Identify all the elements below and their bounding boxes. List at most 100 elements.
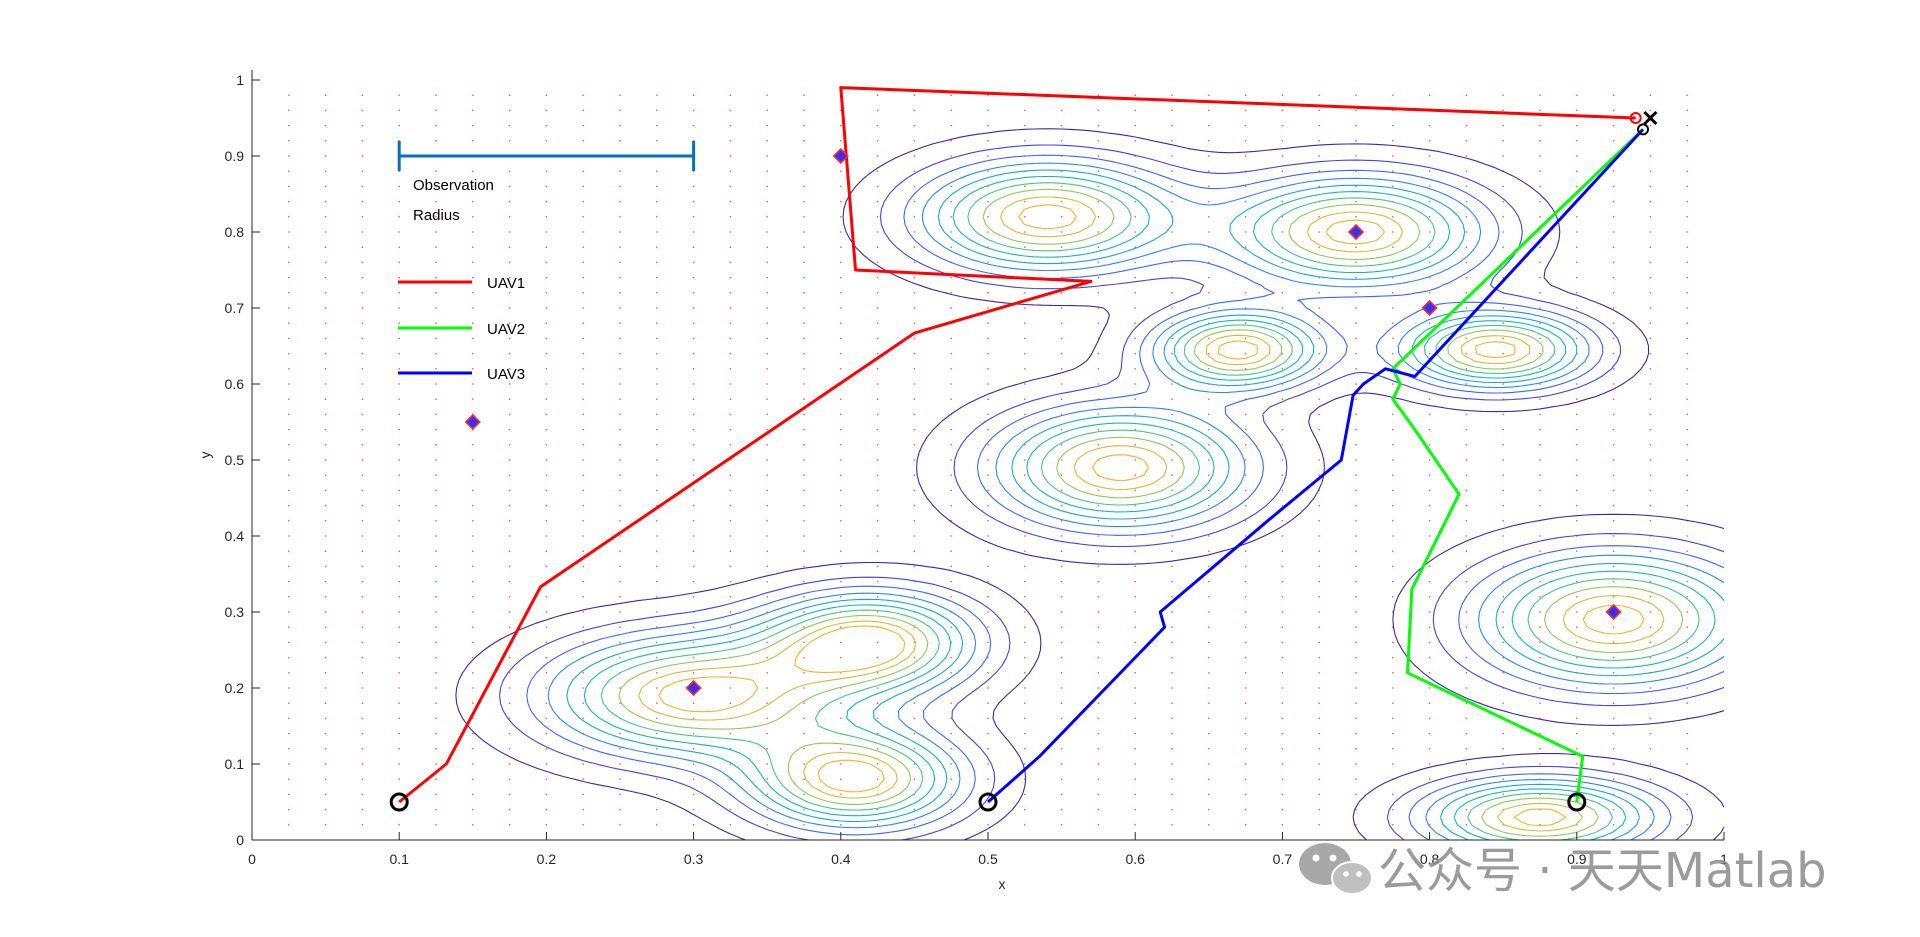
grid-dot (1428, 352, 1431, 355)
grid-dot (545, 687, 548, 689)
grid-dot (508, 109, 511, 112)
grid-dot (1539, 185, 1541, 188)
y-tick-label: 0.5 (225, 452, 245, 468)
grid-dot (1465, 200, 1468, 203)
grid-dot (1171, 656, 1173, 659)
grid-dot (1612, 717, 1615, 720)
grid-dot (1649, 383, 1652, 385)
grid-dots (287, 94, 1689, 826)
grid-dot (508, 504, 511, 507)
grid-dot (655, 519, 658, 522)
grid-dot (839, 489, 842, 492)
grid-dot (950, 307, 953, 309)
grid-dot (1207, 535, 1210, 537)
grid-dot (1539, 459, 1541, 461)
grid-dot (471, 398, 474, 401)
grid-dot (1355, 626, 1357, 629)
grid-dot (324, 580, 327, 583)
grid-dot (1612, 109, 1615, 112)
grid-dot (471, 291, 474, 294)
grid-dot (1502, 474, 1505, 477)
grid-dot (1539, 489, 1541, 492)
grid-dot (582, 717, 585, 720)
grid-dot (1023, 732, 1026, 735)
grid-dot (508, 94, 511, 97)
grid-dot (324, 474, 327, 477)
grid-dot (1428, 717, 1431, 720)
grid-dot (913, 474, 916, 477)
grid-dot (287, 808, 290, 811)
grid-dot (398, 732, 401, 735)
grid-dot (1355, 124, 1357, 127)
grid-dot (766, 428, 769, 431)
grid-dot (1281, 139, 1284, 142)
grid-dot (1060, 185, 1063, 188)
grid-dot (987, 763, 989, 765)
grid-dot (692, 702, 695, 705)
grid-dot (435, 580, 437, 583)
grid-dot (729, 94, 732, 97)
grid-dot (287, 611, 290, 613)
grid-dot (913, 231, 916, 233)
grid-dot (876, 170, 879, 173)
grid-dot (803, 747, 805, 750)
grid-dot (361, 474, 364, 477)
grid-dot (398, 94, 401, 97)
grid-dot (287, 671, 290, 674)
grid-dot (729, 504, 732, 507)
target-marker (832, 147, 849, 165)
grid-dot (839, 322, 842, 325)
grid-dot (1612, 519, 1615, 522)
grid-dot (1097, 626, 1100, 629)
grid-dot (913, 702, 916, 705)
grid-dot (950, 671, 953, 674)
grid-dot (582, 535, 585, 537)
grid-dot (950, 124, 953, 127)
grid-dot (619, 124, 621, 127)
grid-dot (1060, 565, 1063, 568)
grid-dot (1575, 474, 1578, 477)
grid-dot (692, 580, 695, 583)
grid-dot (1575, 595, 1578, 598)
contour-level (583, 175, 1716, 841)
grid-dot (398, 763, 401, 765)
grid-dot (766, 383, 769, 385)
grid-dot (729, 307, 732, 309)
grid-dot (1502, 595, 1505, 598)
grid-dot (435, 231, 437, 233)
grid-dot (839, 580, 842, 583)
grid-dot (287, 565, 290, 568)
grid-dot (1465, 550, 1468, 553)
grid-dot (582, 215, 585, 218)
observation-radius: Observation Radius (397, 141, 696, 224)
grid-dot (582, 337, 585, 340)
grid-dot (1391, 139, 1394, 142)
grid-dot (1612, 702, 1615, 705)
grid-dot (1060, 717, 1063, 720)
grid-dot (655, 550, 658, 553)
grid-dot (1575, 763, 1578, 765)
grid-dot (1575, 155, 1578, 157)
grid-dot (729, 580, 732, 583)
grid-dot (803, 595, 805, 598)
grid-dot (1428, 747, 1431, 750)
grid-dot (1171, 732, 1173, 735)
grid-dot (1207, 124, 1210, 127)
grid-dot (1207, 276, 1210, 279)
grid-dot (1649, 595, 1652, 598)
grid-dot (1686, 580, 1689, 583)
grid-dot (1097, 94, 1100, 97)
grid-dot (913, 352, 916, 355)
grid-dot (1502, 793, 1505, 796)
grid-dot (471, 337, 474, 340)
grid-dot (435, 398, 437, 401)
grid-dot (1502, 702, 1505, 705)
grid-dot (1097, 565, 1100, 568)
grid-dot (398, 322, 401, 325)
grid-dot (876, 641, 879, 644)
grid-dot (655, 231, 658, 233)
grid-dot (876, 443, 879, 446)
grid-dot (545, 124, 548, 127)
grid-dot (582, 823, 585, 826)
grid-dot (1023, 215, 1026, 218)
